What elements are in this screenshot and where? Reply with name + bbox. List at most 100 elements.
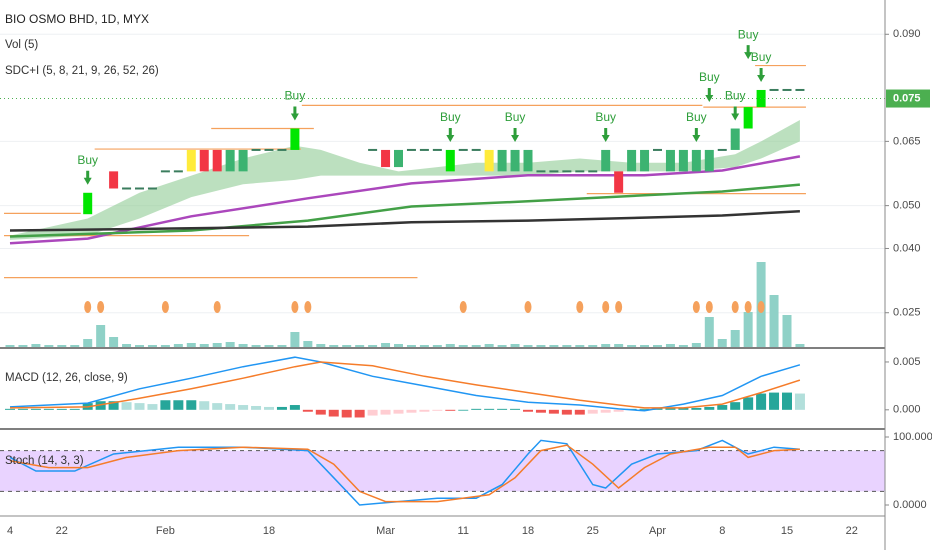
volume-bar: [355, 345, 365, 347]
volume-bar: [717, 339, 727, 347]
candle-flat: [782, 88, 792, 91]
signal-dot: [744, 301, 752, 313]
candle-flat: [160, 170, 170, 173]
x-tick-label: 25: [587, 525, 599, 537]
volume-bar: [251, 345, 261, 347]
macd-histogram-bar: [108, 401, 119, 410]
macd-histogram-bar: [199, 401, 210, 410]
volume-bar: [57, 345, 67, 347]
buy-label: Buy: [285, 89, 306, 103]
candle-flat: [122, 187, 132, 190]
x-tick-label: 22: [846, 525, 858, 537]
macd-histogram-bar: [328, 409, 339, 417]
x-tick-label: 8: [719, 525, 725, 537]
volume-bar: [458, 345, 468, 347]
y-tick-label: 0.040: [893, 242, 921, 254]
cloud-area: [10, 120, 800, 240]
macd-line: [9, 356, 801, 412]
volume-bar: [147, 345, 157, 347]
plot-layer: Buy Buy Buy Buy Buy Buy Buy Buy Buy Buy: [0, 27, 885, 506]
macd-histogram-bar: [406, 409, 417, 413]
indicator-label: Vol (5): [5, 39, 38, 51]
macd-histogram-bar: [56, 408, 67, 410]
volume-bar: [31, 344, 41, 347]
volume-bar: [523, 345, 533, 347]
volume-bar: [614, 344, 624, 347]
volume-bar: [160, 345, 170, 347]
macd-histogram-bar: [17, 408, 28, 410]
volume-bar: [122, 344, 132, 347]
macd-histogram-bar: [704, 406, 715, 410]
candle-body: [627, 149, 637, 172]
volume-bar: [238, 344, 248, 347]
buy-arrow: [83, 170, 92, 185]
macd-histogram-bar: [341, 409, 352, 418]
volume-bar: [381, 343, 391, 347]
x-tick-label: 15: [781, 525, 793, 537]
macd-histogram-bar: [782, 392, 792, 410]
y-tick-label: 100.0000: [893, 431, 932, 443]
macd-histogram-bar: [225, 404, 236, 410]
buy-label: Buy: [738, 27, 759, 41]
macd-histogram-bar: [173, 400, 184, 410]
signal-dot: [524, 301, 532, 313]
candle-body: [199, 149, 209, 172]
macd-histogram-bar: [574, 409, 585, 415]
macd-histogram-bar: [587, 409, 598, 414]
volume-bar: [484, 344, 494, 347]
candle-body: [756, 89, 766, 108]
volume-bar: [588, 345, 598, 347]
buy-arrow: [290, 106, 299, 121]
macd-line: [9, 361, 801, 409]
buy-arrow: [757, 67, 766, 82]
y-tick-label: 0.090: [893, 28, 921, 40]
volume-bar: [562, 345, 572, 347]
candle-flat: [458, 148, 468, 151]
macd-histogram-bar: [30, 408, 41, 410]
volume-bar: [5, 345, 15, 347]
volume-bar: [510, 344, 520, 347]
y-tick-label: 0.050: [893, 200, 921, 212]
candle-body: [614, 171, 624, 193]
macd-histogram-bar: [769, 392, 780, 410]
signal-dot: [304, 301, 312, 313]
macd-histogram-bar: [484, 408, 495, 410]
macd-histogram-bar: [134, 403, 145, 410]
buy-label: Buy: [686, 110, 707, 124]
macd-histogram-bar: [121, 402, 132, 410]
volume-bar: [730, 330, 740, 347]
volume-bar: [394, 344, 403, 347]
volume-bar: [471, 345, 481, 347]
volume-bar: [601, 344, 611, 347]
volume-bar: [406, 345, 416, 347]
volume-bar: [704, 317, 714, 347]
candle-flat: [769, 88, 779, 91]
buy-label: Buy: [699, 70, 720, 84]
candle-flat: [536, 170, 546, 173]
volume-bar: [316, 344, 326, 347]
candle-flat: [653, 148, 662, 151]
volume-bar: [290, 332, 300, 347]
signal-dot: [602, 301, 610, 313]
candle-body: [510, 149, 520, 172]
volume-bar: [782, 315, 792, 347]
candle-body: [497, 149, 507, 172]
buy-label: Buy: [751, 50, 772, 64]
candle-flat: [251, 148, 261, 151]
y-tick-label: 0.025: [893, 307, 921, 319]
signal-dot: [705, 301, 713, 313]
volume-bar: [135, 345, 144, 347]
macd-histogram-bar: [380, 409, 391, 415]
candle-body: [381, 149, 391, 168]
signal-dot: [576, 301, 584, 313]
candle-flat: [277, 148, 287, 151]
candle-flat: [264, 148, 274, 151]
candle-body: [445, 149, 455, 172]
volume-bar: [549, 345, 559, 347]
chart-title: BIO OSMO BHD, 1D, MYX: [5, 12, 149, 26]
last-price-label: 0.075: [893, 92, 921, 104]
signal-dot: [97, 301, 105, 313]
macd-histogram-bar: [432, 409, 443, 411]
y-tick-label: 0.065: [893, 135, 921, 147]
